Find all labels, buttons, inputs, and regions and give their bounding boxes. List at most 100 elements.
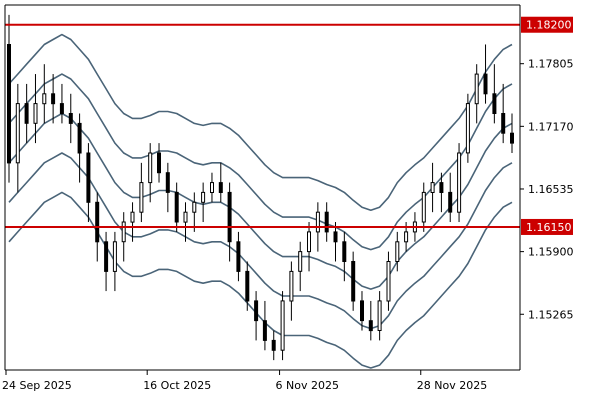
candle-body: [15, 103, 20, 164]
candle: [289, 261, 294, 321]
candle: [448, 172, 453, 223]
candle-body: [368, 320, 373, 332]
band-inner-lower: [8, 152, 513, 330]
candle-body: [210, 182, 214, 194]
candle-body: [254, 300, 259, 322]
candle: [112, 231, 117, 292]
candle: [227, 182, 232, 262]
candle-body: [474, 73, 479, 105]
candle: [360, 291, 364, 331]
candle: [324, 202, 329, 242]
candle: [15, 83, 20, 193]
candle-body: [192, 201, 197, 213]
candle-body: [174, 191, 179, 223]
x-tick-label: 6 Nov 2025: [276, 379, 339, 392]
candle-body: [351, 261, 356, 302]
x-axis: 24 Sep 2025 16 Oct 2025 6 Nov 2025 28 Nov 2…: [2, 370, 487, 392]
candle: [280, 291, 285, 361]
candle-body: [130, 211, 135, 223]
candle: [395, 231, 400, 272]
candle-body: [86, 152, 91, 203]
candle: [307, 222, 311, 272]
candle-body: [360, 300, 364, 322]
candle-body: [139, 182, 144, 213]
candle: [121, 212, 126, 262]
candle: [465, 93, 470, 163]
candle: [201, 182, 206, 223]
candle-body: [395, 241, 400, 263]
price-level-badge: [521, 16, 573, 33]
candle: [501, 83, 506, 144]
candle: [271, 330, 276, 361]
candle: [86, 143, 91, 223]
x-tick-label: 24 Sep 2025: [2, 379, 72, 392]
candle-body: [333, 231, 338, 243]
candle: [254, 291, 259, 341]
candle-body: [289, 270, 294, 302]
candle-body: [501, 113, 506, 134]
candle-body: [421, 191, 426, 223]
candle-body: [483, 73, 488, 95]
candle-body: [465, 103, 470, 154]
candle-body: [42, 93, 47, 105]
candle: [7, 14, 11, 183]
candle-body: [245, 270, 250, 302]
candle-body: [280, 300, 285, 351]
candle: [77, 113, 82, 183]
candle-body: [298, 251, 303, 272]
candle: [474, 64, 479, 124]
candle: [218, 162, 223, 203]
candle: [298, 241, 303, 292]
band-inner-upper: [8, 73, 513, 251]
candle-body: [157, 152, 161, 174]
candle-body: [201, 191, 206, 203]
candle: [157, 143, 161, 183]
candle: [104, 231, 109, 292]
candle-body: [430, 182, 435, 194]
candle: [33, 74, 38, 144]
x-tick-label: 28 Nov 2025: [417, 379, 487, 392]
candle: [342, 231, 347, 282]
candle-body: [227, 191, 232, 243]
candle: [148, 143, 153, 203]
candle-body: [457, 152, 462, 213]
candle-body: [404, 231, 409, 243]
candle: [457, 143, 462, 223]
candle-body: [165, 172, 170, 193]
candle: [59, 83, 64, 124]
x-tick-label: 16 Oct 2025: [143, 379, 211, 392]
candle: [165, 162, 170, 213]
candle: [210, 172, 214, 203]
candle: [245, 261, 250, 311]
candle-body: [307, 231, 311, 253]
candles: [7, 14, 514, 361]
candle-body: [271, 339, 276, 351]
y-tick-label: 1.17805: [528, 58, 574, 71]
bollinger-bands: [8, 33, 513, 369]
candle: [183, 202, 188, 242]
y-tick-label: 1.15900: [528, 246, 574, 259]
candle: [430, 162, 435, 213]
candle: [510, 113, 514, 153]
candle-body: [33, 103, 38, 124]
candle: [262, 300, 267, 351]
candle: [351, 251, 356, 311]
candle: [42, 64, 47, 124]
candle: [68, 93, 73, 144]
candle-body: [59, 103, 64, 114]
candle-body: [183, 211, 188, 223]
candle-body: [24, 103, 29, 124]
candle: [174, 182, 179, 232]
price-level-badge: [521, 218, 573, 235]
candle: [51, 74, 56, 124]
candle-body: [510, 132, 514, 144]
y-axis: 1.15265 1.15900 1.16535 1.17170 1.17805: [520, 58, 574, 321]
candle-body: [148, 152, 153, 184]
band-outer-upper: [8, 33, 513, 211]
band-outer-lower: [8, 191, 513, 369]
price-level-label: 1.16150: [526, 221, 572, 234]
candle: [139, 162, 144, 223]
candle-body: [315, 211, 320, 233]
candle-body: [68, 113, 73, 124]
y-tick-label: 1.15265: [528, 308, 574, 321]
